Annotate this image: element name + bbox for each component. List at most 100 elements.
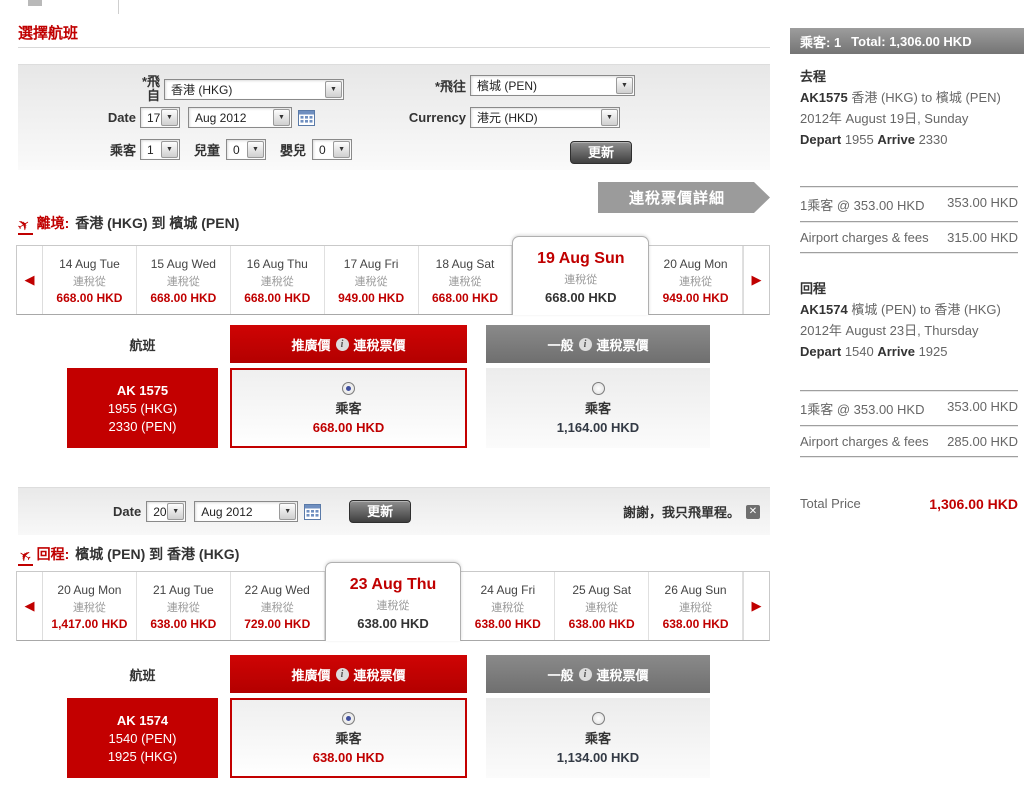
return-fare-table: 航班 推廣價 i 連稅票價 一般 i 連稅票價 AK 1574 1540 (PE…	[60, 655, 710, 778]
depart-heading-route: 香港 (HKG) 到 檳城 (PEN)	[75, 215, 240, 231]
flight-column-header: 航班	[129, 337, 156, 353]
summary-total: Total: 1,306.00 HKD	[851, 33, 972, 49]
divider	[800, 456, 1018, 458]
browser-fragment	[28, 0, 42, 6]
promo-fare-radio[interactable]	[342, 381, 355, 395]
info-icon[interactable]: i	[578, 337, 592, 351]
regular-fare-cell[interactable]: 乘客 1,164.00 HKD	[486, 368, 710, 448]
return-date-tab[interactable]: 22 Aug Wed 連稅從 729.00 HKD	[230, 572, 325, 640]
regular-fare-radio[interactable]	[591, 711, 605, 725]
depart-date-strip: ◀ 14 Aug Tue 連稅從 668.00 HKD 15 Aug Wed 連…	[16, 236, 770, 315]
update-search-button[interactable]: 更新	[570, 141, 632, 164]
return-date-tab-selected[interactable]: 23 Aug Thu 連稅從 638.00 HKD	[324, 562, 462, 641]
plane-landing-icon: ✈	[14, 546, 35, 568]
depart-date-tab[interactable]: 16 Aug Thu 連稅從 668.00 HKD	[230, 246, 325, 314]
regular-fare-radio[interactable]	[591, 381, 605, 395]
depart-date-tab[interactable]: 14 Aug Tue 連稅從 668.00 HKD	[43, 246, 137, 314]
inbound-fees-row: Airport charges & fees 285.00 HKD	[800, 434, 1018, 449]
update-return-date-button[interactable]: 更新	[349, 500, 412, 523]
divider	[800, 252, 1018, 254]
children-label: 兒童	[194, 143, 221, 158]
currency-select[interactable]: 港元 (HKD) ▼	[470, 107, 620, 128]
dropdown-arrow-icon: ▼	[325, 80, 342, 98]
prev-dates-arrow-icon[interactable]: ◀	[17, 246, 43, 314]
outbound-label: 去程	[800, 69, 827, 84]
fly-from-select[interactable]: 香港 (HKG) ▼	[164, 78, 344, 100]
return-date-tab[interactable]: 24 Aug Fri 連稅從 638.00 HKD	[461, 572, 556, 640]
return-date-strip: ◀ 20 Aug Mon 連稅從 1,417.00 HKD 21 Aug Tue…	[16, 562, 770, 641]
promo-fare-header: 推廣價 i 連稅票價	[230, 655, 467, 693]
regular-fare-cell[interactable]: 乘客 1,134.00 HKD	[486, 698, 710, 778]
promo-fare-radio[interactable]	[342, 711, 355, 725]
outbound-fare-row: 1乘客 @ 353.00 HKD 353.00 HKD	[800, 195, 1018, 213]
depart-date-tab-selected[interactable]: 19 Aug Sun 連稅從 668.00 HKD	[512, 236, 650, 315]
plane-takeoff-icon: ✈	[14, 215, 34, 237]
inbound-summary: 回程 AK1574 檳城 (PEN) to 香港 (HKG) 2012年 Aug…	[800, 280, 1018, 360]
dropdown-arrow-icon: ▼	[279, 503, 297, 520]
info-icon[interactable]: i	[578, 667, 592, 681]
divider	[800, 186, 1018, 188]
return-month-select[interactable]: Aug 2012 ▼	[194, 501, 299, 522]
return-day-select[interactable]: 20 ▼	[146, 501, 187, 522]
dropdown-arrow-icon: ▼	[601, 109, 618, 126]
promo-fare-cell[interactable]: 乘客 668.00 HKD	[230, 368, 467, 448]
close-icon[interactable]: ✕	[746, 504, 760, 519]
depart-date-tab[interactable]: 18 Aug Sat 連稅從 668.00 HKD	[418, 246, 513, 314]
depart-date-tab[interactable]: 20 Aug Mon 連稅從 949.00 HKD	[649, 246, 744, 314]
total-price-amount: 1,306.00 HKD	[929, 496, 1018, 512]
depart-month-select[interactable]: Aug 2012 ▼	[188, 107, 292, 128]
dropdown-arrow-icon: ▼	[161, 141, 178, 158]
adults-select[interactable]: 1 ▼	[140, 139, 180, 160]
summary-header: 乘客: 1 Total: 1,306.00 HKD	[790, 28, 1024, 54]
divider	[800, 390, 1018, 392]
divider	[800, 425, 1018, 427]
depart-date-label: Date	[107, 110, 136, 125]
flight-info-cell: AK 1575 1955 (HKG) 2330 (PEN)	[67, 368, 218, 448]
info-icon[interactable]: i	[335, 337, 349, 351]
depart-fare-table: 航班 推廣價 i 連稅票價 一般 i 連稅票價 AK 1575 1955 (HK…	[60, 325, 710, 448]
flight-column-header: 航班	[129, 667, 156, 683]
inbound-date: 2012年 August 23日, Thursday	[800, 323, 979, 338]
inbound-fare-row: 1乘客 @ 353.00 HKD 353.00 HKD	[800, 399, 1018, 417]
dropdown-arrow-icon: ▼	[273, 109, 290, 126]
promo-fare-cell[interactable]: 乘客 638.00 HKD	[230, 698, 467, 778]
next-dates-arrow-icon[interactable]: ▶	[743, 572, 769, 640]
currency-label: Currency	[408, 110, 466, 125]
depart-day-select[interactable]: 17 ▼	[140, 107, 180, 128]
infants-label: 嬰兒	[280, 143, 307, 158]
infants-select[interactable]: 0 ▼	[312, 139, 353, 160]
info-icon[interactable]: i	[335, 667, 349, 681]
next-dates-arrow-icon[interactable]: ▶	[743, 246, 769, 314]
fly-from-label: *飛自	[141, 74, 160, 103]
return-date-tab[interactable]: 26 Aug Sun 連稅從 638.00 HKD	[649, 572, 744, 640]
return-date-tab[interactable]: 20 Aug Mon 連稅從 1,417.00 HKD	[43, 572, 137, 640]
depart-date-tab[interactable]: 17 Aug Fri 連稅從 949.00 HKD	[324, 246, 419, 314]
calendar-icon[interactable]	[298, 109, 315, 126]
outbound-fees-row: Airport charges & fees 315.00 HKD	[800, 230, 1018, 245]
promo-fare-header: 推廣價 i 連稅票價	[230, 325, 467, 363]
return-date-tab[interactable]: 21 Aug Tue 連稅從 638.00 HKD	[136, 572, 231, 640]
return-heading-label: 回程:	[36, 546, 70, 562]
dropdown-arrow-icon: ▼	[247, 141, 265, 158]
return-heading: ✈ 回程: 檳城 (PEN) 到 香港 (HKG)	[14, 544, 240, 568]
fare-details-ribbon[interactable]: 連稅票價詳細	[598, 182, 770, 213]
return-date-label: Date	[113, 504, 142, 519]
return-date-tab[interactable]: 25 Aug Sat 連稅從 638.00 HKD	[555, 572, 650, 640]
outbound-date: 2012年 August 19日, Sunday	[800, 111, 969, 126]
page-title: 選擇航班	[18, 25, 79, 42]
dropdown-arrow-icon: ▼	[333, 141, 351, 158]
divider	[800, 221, 1018, 223]
return-date-bar: Date 20 ▼ Aug 2012 ▼ 更新 謝謝，我只飛單程。 ✕	[18, 487, 770, 535]
total-price-row: Total Price 1,306.00 HKD	[800, 496, 1018, 512]
regular-fare-header: 一般 i 連稅票價	[486, 325, 710, 363]
dropdown-arrow-icon: ▼	[167, 503, 185, 520]
depart-heading-label: 離境:	[36, 215, 70, 231]
prev-dates-arrow-icon[interactable]: ◀	[17, 572, 43, 640]
fly-to-label: *飛往	[434, 79, 466, 94]
total-price-label: Total Price	[800, 496, 861, 511]
oneway-note: 謝謝，我只飛單程。	[622, 505, 740, 520]
fly-to-select[interactable]: 檳城 (PEN) ▼	[470, 75, 635, 96]
children-select[interactable]: 0 ▼	[226, 139, 267, 160]
calendar-icon[interactable]	[304, 503, 322, 520]
depart-date-tab[interactable]: 15 Aug Wed 連稅從 668.00 HKD	[136, 246, 231, 314]
